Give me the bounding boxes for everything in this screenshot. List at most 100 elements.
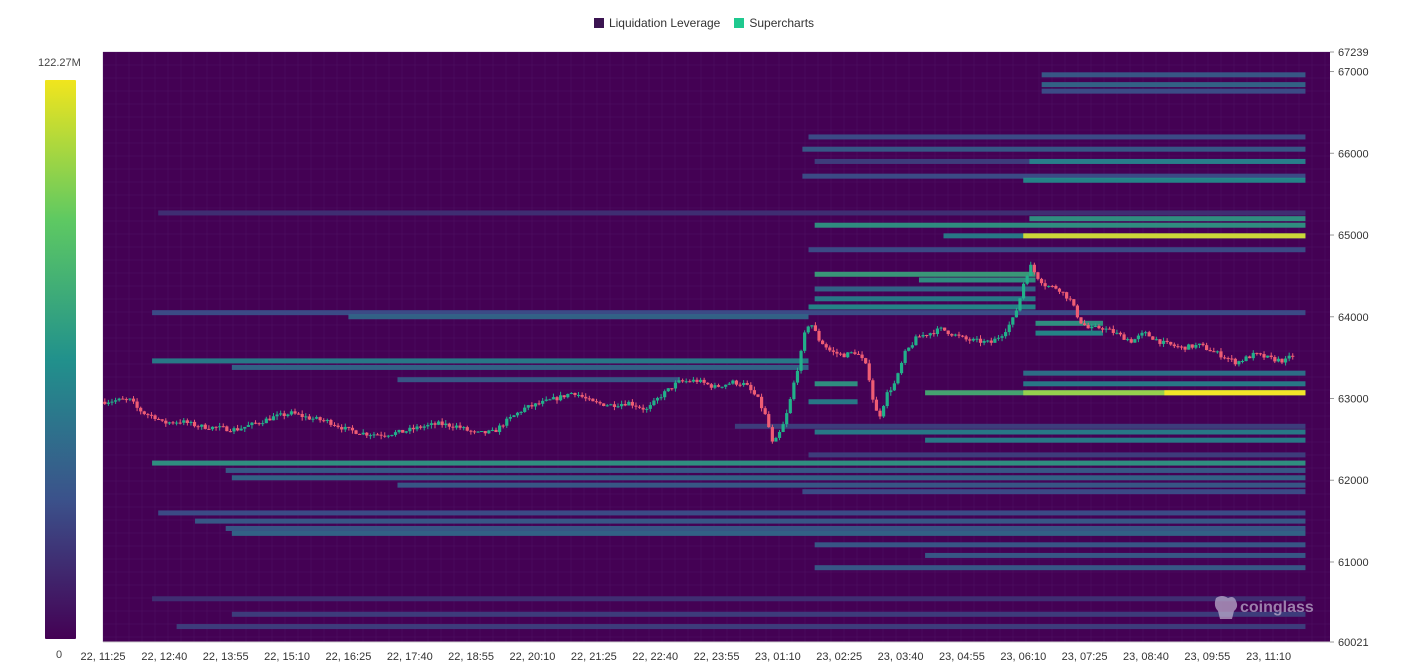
candle-body[interactable]	[1000, 336, 1004, 338]
candle-body[interactable]	[752, 390, 757, 395]
candle-body[interactable]	[566, 393, 570, 398]
candle-body[interactable]	[472, 431, 477, 433]
candle-body[interactable]	[993, 338, 997, 343]
candle-body[interactable]	[698, 379, 703, 382]
candle-body[interactable]	[763, 408, 767, 415]
candle-body[interactable]	[174, 422, 179, 424]
candle-body[interactable]	[379, 434, 383, 436]
candle-body[interactable]	[167, 422, 172, 424]
candle-body[interactable]	[738, 384, 742, 386]
candle-body[interactable]	[1111, 329, 1115, 333]
candle-body[interactable]	[964, 336, 968, 340]
liquidation-level-band[interactable]	[195, 518, 1306, 524]
candle-body[interactable]	[612, 404, 617, 407]
candle-body[interactable]	[910, 345, 914, 348]
candle-body[interactable]	[1172, 344, 1176, 347]
candle-body[interactable]	[1100, 328, 1105, 330]
candle-body[interactable]	[1201, 343, 1205, 346]
candle-body[interactable]	[203, 424, 207, 429]
candle-body[interactable]	[1054, 285, 1058, 289]
candle-body[interactable]	[1050, 285, 1054, 287]
liquidation-level-band[interactable]	[348, 314, 809, 320]
candle-body[interactable]	[275, 414, 279, 417]
candle-body[interactable]	[214, 426, 218, 428]
candle-body[interactable]	[246, 425, 250, 427]
candle-body[interactable]	[235, 428, 240, 431]
candle-body[interactable]	[1090, 326, 1094, 329]
candle-body[interactable]	[1183, 346, 1187, 350]
candle-body[interactable]	[390, 434, 394, 436]
candle-body[interactable]	[325, 419, 329, 421]
candle-body[interactable]	[648, 405, 652, 409]
candle-body[interactable]	[1291, 355, 1295, 357]
candle-body[interactable]	[921, 335, 925, 337]
candle-body[interactable]	[1118, 332, 1123, 335]
candle-body[interactable]	[314, 417, 319, 419]
candle-body[interactable]	[1273, 357, 1277, 362]
candle-body[interactable]	[742, 383, 746, 386]
candle-body[interactable]	[347, 426, 351, 428]
candle-body[interactable]	[968, 339, 972, 341]
liquidation-level-band[interactable]	[152, 358, 809, 364]
liquidation-level-band[interactable]	[152, 310, 1306, 316]
candle-body[interactable]	[1165, 340, 1169, 342]
candle-body[interactable]	[849, 352, 853, 354]
candle-body[interactable]	[1039, 278, 1044, 284]
candle-body[interactable]	[1068, 298, 1072, 300]
candle-body[interactable]	[530, 405, 534, 407]
candle-body[interactable]	[397, 429, 401, 433]
candle-body[interactable]	[361, 432, 365, 435]
liquidation-level-band[interactable]	[1023, 381, 1306, 387]
liquidation-level-band[interactable]	[397, 482, 1306, 488]
candle-body[interactable]	[842, 353, 846, 358]
candle-body[interactable]	[558, 395, 563, 401]
liquidation-level-band[interactable]	[225, 525, 1306, 531]
candle-body[interactable]	[785, 413, 789, 425]
candle-body[interactable]	[759, 396, 764, 409]
candle-body[interactable]	[322, 420, 326, 422]
liquidation-level-band[interactable]	[814, 222, 1306, 228]
candle-body[interactable]	[383, 435, 387, 437]
candle-body[interactable]	[713, 385, 717, 388]
candle-body[interactable]	[932, 333, 936, 335]
candle-body[interactable]	[1237, 361, 1241, 365]
candle-body[interactable]	[411, 427, 416, 430]
candle-body[interactable]	[1133, 339, 1137, 343]
candle-body[interactable]	[124, 399, 128, 401]
candle-body[interactable]	[1086, 325, 1090, 329]
liquidation-level-band[interactable]	[1023, 233, 1306, 239]
candle-body[interactable]	[135, 401, 139, 408]
liquidation-level-band[interactable]	[814, 565, 1306, 571]
candle-body[interactable]	[408, 427, 412, 432]
candle-body[interactable]	[329, 419, 333, 425]
candle-body[interactable]	[386, 435, 390, 437]
candle-body[interactable]	[228, 431, 233, 433]
candle-body[interactable]	[1222, 357, 1227, 359]
candle-body[interactable]	[1154, 339, 1158, 341]
liquidation-level-band[interactable]	[1023, 177, 1306, 183]
candle-body[interactable]	[745, 383, 749, 385]
candle-body[interactable]	[447, 423, 451, 427]
candle-body[interactable]	[838, 353, 843, 355]
candle-body[interactable]	[526, 405, 530, 408]
candle-body[interactable]	[749, 384, 753, 391]
candle-body[interactable]	[1043, 283, 1047, 287]
candle-body[interactable]	[476, 431, 480, 433]
candle-body[interactable]	[655, 397, 660, 401]
candle-body[interactable]	[289, 411, 294, 415]
candle-body[interactable]	[770, 427, 774, 442]
candle-body[interactable]	[695, 379, 699, 382]
candle-body[interactable]	[573, 392, 577, 395]
liquidation-level-band[interactable]	[808, 452, 1306, 458]
candle-body[interactable]	[989, 340, 993, 343]
candle-body[interactable]	[350, 427, 355, 431]
candle-body[interactable]	[1097, 326, 1101, 329]
candle-body[interactable]	[415, 426, 419, 430]
candle-body[interactable]	[975, 338, 979, 340]
candle-body[interactable]	[257, 423, 261, 425]
liquidation-level-band[interactable]	[808, 399, 858, 405]
candle-body[interactable]	[336, 425, 340, 428]
candle-body[interactable]	[820, 340, 825, 345]
candle-body[interactable]	[756, 394, 760, 397]
candle-body[interactable]	[928, 333, 932, 336]
